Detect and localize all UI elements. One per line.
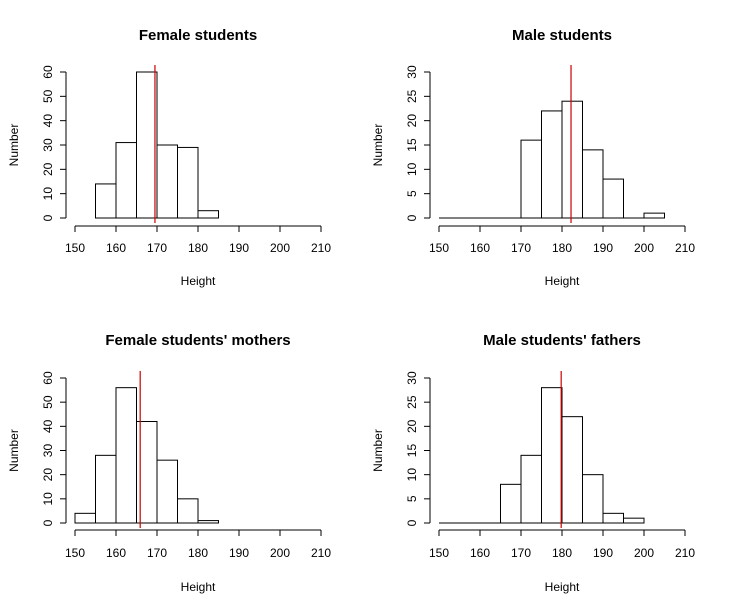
x-axis-label: Height (181, 580, 216, 594)
x-tick-label: 160 (470, 241, 490, 255)
x-tick-label: 150 (429, 546, 449, 560)
y-tick-label: 60 (41, 65, 55, 79)
y-axis-label: Number (7, 429, 21, 472)
y-tick-label: 60 (41, 371, 55, 385)
x-tick-label: 210 (311, 241, 331, 255)
y-axis-label: Number (7, 124, 21, 167)
y-tick-label: 30 (405, 371, 419, 385)
y-tick-label: 20 (41, 162, 55, 176)
x-axis-label: Height (545, 580, 580, 594)
histogram-bar (500, 483, 522, 524)
x-tick-label: 210 (311, 546, 331, 560)
histogram-panel-3: Female students' mothers 150 160 170 180 190 2… (7, 332, 331, 594)
y-tick-label: 20 (41, 468, 55, 482)
y-tick-label: 50 (41, 89, 55, 103)
histogram-bar (520, 139, 542, 219)
x-tick-label: 150 (65, 546, 85, 560)
y-axis-label: Number (371, 429, 385, 472)
y-tick-label: 30 (405, 65, 419, 79)
x-tick-label: 180 (552, 546, 572, 560)
x-tick-label: 160 (470, 546, 490, 560)
x-tick-label: 150 (429, 241, 449, 255)
x-tick-label: 180 (552, 241, 572, 255)
y-tick-label: 10 (41, 187, 55, 201)
y-tick-label: 25 (405, 89, 419, 103)
histogram-bar (136, 421, 158, 524)
histogram-bar (197, 210, 219, 219)
histogram-bar (582, 149, 604, 219)
histogram-bar (561, 416, 583, 524)
x-tick-label: 210 (675, 546, 695, 560)
histogram-bar (602, 178, 624, 219)
x-tick-label: 180 (188, 546, 208, 560)
chart-title: Male students' fathers (483, 332, 641, 349)
x-tick-label: 190 (593, 546, 613, 560)
histogram-bar (602, 512, 624, 524)
x-axis-label: Height (545, 274, 580, 288)
y-tick-label: 40 (41, 114, 55, 128)
chart-title: Female students' mothers (105, 332, 290, 349)
histogram-bar (643, 212, 665, 219)
x-tick-label: 170 (147, 241, 167, 255)
y-tick-label: 5 (405, 190, 419, 197)
histogram-bar (115, 387, 137, 524)
y-tick-label: 10 (405, 468, 419, 482)
x-tick-label: 180 (188, 241, 208, 255)
y-tick-label: 15 (405, 444, 419, 458)
y-tick-label: 20 (405, 419, 419, 433)
histogram-bar (156, 459, 178, 524)
y-tick-label: 15 (405, 138, 419, 152)
histogram-bar (136, 71, 158, 219)
y-tick-label: 0 (41, 519, 55, 526)
chart-title: Female students (139, 27, 257, 44)
y-tick-label: 0 (405, 214, 419, 221)
y-tick-label: 5 (405, 495, 419, 502)
y-tick-label: 30 (41, 138, 55, 152)
y-tick-label: 40 (41, 419, 55, 433)
y-tick-label: 20 (405, 114, 419, 128)
x-tick-label: 160 (106, 241, 126, 255)
histogram-bar (115, 142, 137, 219)
y-tick-label: 10 (405, 162, 419, 176)
histogram-bar (561, 100, 583, 219)
histogram-bar (177, 498, 199, 524)
histogram-bar (95, 183, 117, 219)
histogram-bar (74, 512, 96, 524)
y-tick-label: 50 (41, 395, 55, 409)
x-tick-label: 200 (634, 546, 654, 560)
histogram-bar (623, 517, 645, 524)
y-tick-label: 25 (405, 395, 419, 409)
histogram-bar (177, 146, 199, 219)
x-tick-label: 200 (270, 241, 290, 255)
histogram-bar (582, 474, 604, 524)
x-tick-label: 150 (65, 241, 85, 255)
x-tick-label: 200 (270, 546, 290, 560)
x-tick-label: 170 (147, 546, 167, 560)
histogram-bar (520, 454, 542, 524)
x-tick-label: 170 (511, 546, 531, 560)
x-axis-label: Height (181, 274, 216, 288)
x-tick-label: 160 (106, 546, 126, 560)
x-tick-label: 210 (675, 241, 695, 255)
histogram-bar (156, 144, 178, 219)
histogram-bar (541, 387, 563, 524)
y-axis-label: Number (371, 124, 385, 167)
y-tick-label: 10 (41, 492, 55, 506)
x-tick-label: 170 (511, 241, 531, 255)
x-tick-label: 190 (229, 241, 249, 255)
y-tick-label: 30 (41, 444, 55, 458)
chart-title: Male students (512, 27, 612, 44)
histogram-bar (541, 110, 563, 219)
histogram-bar (95, 454, 117, 524)
y-tick-label: 0 (405, 519, 419, 526)
histogram-bar (197, 520, 219, 524)
x-tick-label: 190 (593, 241, 613, 255)
y-tick-label: 0 (41, 214, 55, 221)
x-tick-label: 200 (634, 241, 654, 255)
x-tick-label: 190 (229, 546, 249, 560)
